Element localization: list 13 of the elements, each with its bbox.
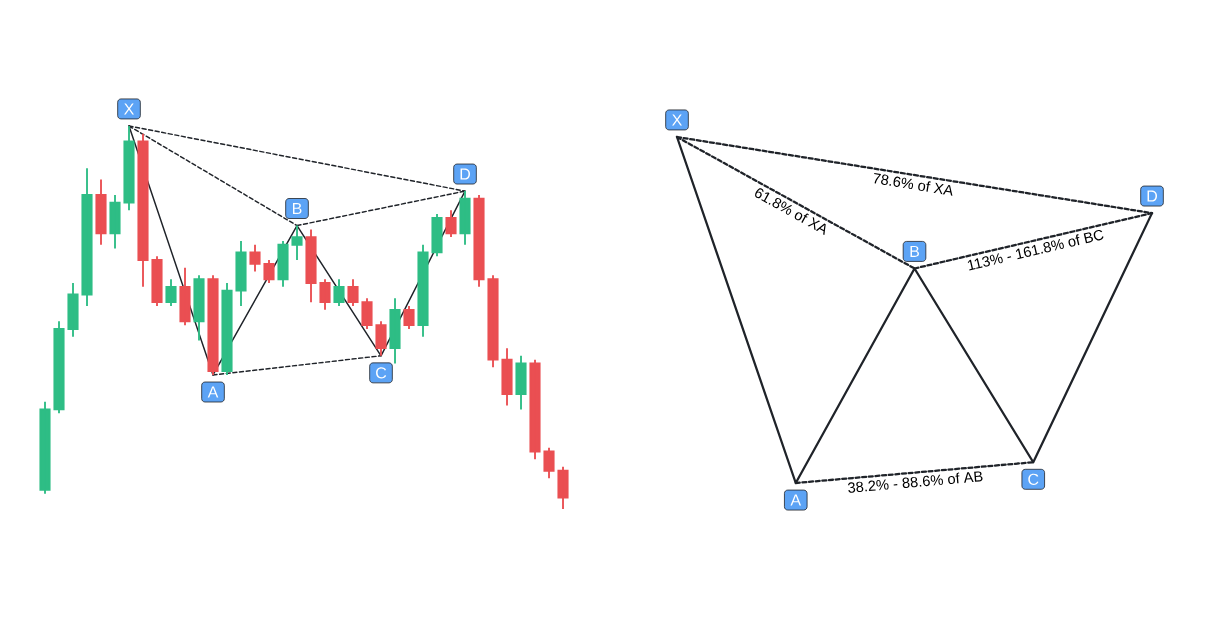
annotation: X — [124, 103, 134, 115]
annotation: D — [1147, 190, 1158, 202]
text: 113% - 161.8% of BC — [967, 229, 1104, 271]
annotation: A — [790, 494, 802, 506]
text: 78.6% of XA — [874, 173, 953, 196]
annotation: C — [1028, 473, 1039, 485]
annotation: B — [292, 203, 302, 215]
annotation: C — [376, 367, 387, 379]
annotation: B — [910, 245, 919, 257]
annotation: D — [460, 168, 471, 180]
series-label: 38.2% - 88.6% of AB — [848, 471, 983, 493]
annotation: A — [207, 386, 219, 398]
annotation: X — [672, 114, 682, 126]
